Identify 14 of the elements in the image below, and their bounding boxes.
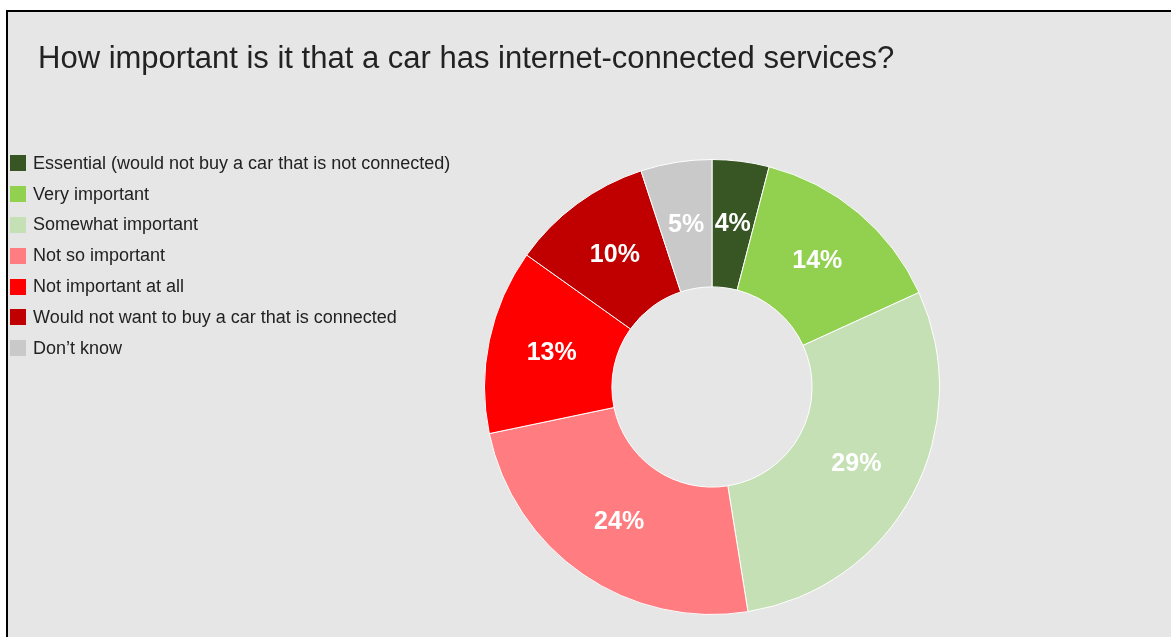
data-label: 14% (792, 245, 843, 274)
chart-title: How important is it that a car has internet-connected services? (38, 40, 895, 76)
data-label: 13% (526, 337, 577, 366)
data-label: 10% (589, 238, 640, 267)
data-label: 24% (594, 505, 645, 534)
legend-label: Somewhat important (33, 214, 199, 236)
legend-label: Not so important (33, 245, 166, 267)
legend-label: Not important at all (33, 276, 185, 298)
legend-label: Would not want to buy a car that is connected (33, 306, 397, 328)
legend-label: Essential (would not buy a car that is not connected) (33, 152, 451, 174)
legend-label: Don’t know (33, 337, 123, 359)
data-label: 4% (714, 208, 751, 237)
legend-label: Very important (33, 183, 150, 205)
data-label: 29% (831, 448, 882, 477)
